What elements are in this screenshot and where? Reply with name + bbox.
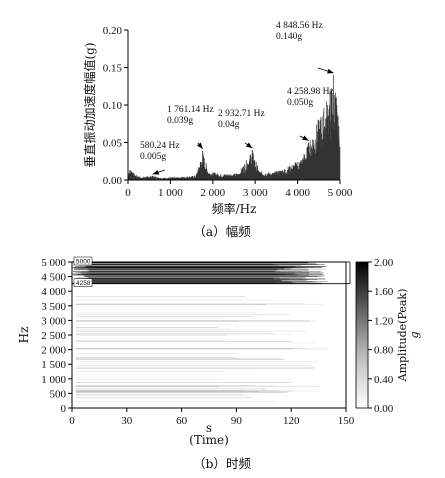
b-x-tick-label: 120 xyxy=(283,415,300,427)
a-x-tick-label: 1 000 xyxy=(158,187,183,199)
peak-amplitude-label: 0.04g xyxy=(218,120,240,130)
b-y-tick-label: 0 xyxy=(61,403,67,415)
peak-amplitude-label: 0.140g xyxy=(276,32,302,42)
colorbar-tick-label: 1.20 xyxy=(374,315,394,327)
b-x-tick-label: 60 xyxy=(176,415,188,427)
panel-b: 5000 4258 0 500 1 000 1 500 2 000 2 500 3 000 3 … xyxy=(17,256,421,471)
a-y-tick-label: 0.20 xyxy=(103,25,123,37)
a-y-tick-label: 0.15 xyxy=(103,63,123,75)
peak-arrowhead xyxy=(302,135,309,141)
b-y-axis-label: Hz xyxy=(17,327,31,344)
peak-arrowhead xyxy=(245,142,253,148)
band-label: 4258 xyxy=(76,280,91,287)
panel-a: 0.00 0.05 0.10 0.15 0.20 0 1 000 2 000 3 000 4 0… xyxy=(82,21,353,239)
b-x-tick-label: 90 xyxy=(231,415,243,427)
b-y-tick-label: 4 000 xyxy=(41,286,66,298)
band-label-box xyxy=(73,256,93,266)
colorbar-tick-label: 0.40 xyxy=(374,374,394,386)
b-x-tick-label: 150 xyxy=(338,415,355,427)
peak-arrowhead xyxy=(196,142,203,149)
colorbar-tick-label: 0.00 xyxy=(374,403,394,415)
b-y-tick-label: 3 000 xyxy=(41,315,66,327)
colorbar-label: Amplitude(Peak) xyxy=(396,289,409,383)
peak-amplitude-label: 0.039g xyxy=(167,116,193,126)
b-y-tick-label: 2 500 xyxy=(41,330,66,342)
a-x-axis-label: 频率/Hz xyxy=(212,201,257,216)
a-y-axis-label: 垂直振动加速度幅值(g) xyxy=(82,42,97,167)
peak-arrowhead xyxy=(327,68,334,74)
b-y-tick-label: 5 000 xyxy=(41,257,66,269)
a-x-tick-label: 5 000 xyxy=(328,187,353,199)
peak-arrowhead xyxy=(152,169,160,175)
a-x-tick-label: 4 000 xyxy=(285,187,310,199)
a-x-tick-label: 2 000 xyxy=(200,187,225,199)
colorbar-tick-label: 2.00 xyxy=(374,257,394,269)
band-label-box xyxy=(73,278,93,287)
b-y-tick-label: 1 500 xyxy=(41,359,66,371)
caption-b: （b）时频 xyxy=(193,456,252,471)
peak-frequency-label: 1 761.14 Hz xyxy=(167,105,214,115)
b-x-tick-label: 0 xyxy=(69,415,75,427)
peak-frequency-label: 4 258.98 Hz xyxy=(287,87,334,97)
b-x-tick-label: 30 xyxy=(121,415,133,427)
peak-amplitude-label: 0.005g xyxy=(140,152,166,162)
a-x-tick-label: 3 000 xyxy=(243,187,268,199)
b-y-tick-label: 2 000 xyxy=(41,345,66,357)
a-y-tick-label: 0.05 xyxy=(103,138,123,150)
band-markers: 5000 4258 xyxy=(72,256,351,287)
peak-frequency-label: 4 848.56 Hz xyxy=(276,21,323,31)
b-y-tick-label: 4 500 xyxy=(41,272,66,284)
peak-amplitude-label: 0.050g xyxy=(287,98,313,108)
b-x-axis-label: s xyxy=(206,421,212,435)
peak-frequency-label: 580.24 Hz xyxy=(140,141,180,151)
a-y-tick-label: 0.10 xyxy=(103,100,123,112)
colorbar xyxy=(355,261,369,409)
b-plot-frame xyxy=(71,261,347,409)
caption-a: （a）幅频 xyxy=(193,224,251,239)
b-y-tick-label: 3 500 xyxy=(41,301,66,313)
a-y-tick-label: 0.00 xyxy=(103,175,123,187)
colorbar-unit: g xyxy=(408,331,421,338)
b-y-tick-label: 500 xyxy=(50,388,67,400)
band-label: 5000 xyxy=(76,259,91,266)
colorbar-tick-label: 1.60 xyxy=(374,286,394,298)
colorbar-tick-label: 0.80 xyxy=(374,345,394,357)
a-x-tick-label: 0 xyxy=(125,187,131,199)
b-y-tick-label: 1 000 xyxy=(41,374,66,386)
b-x-axis-label-time: (Time) xyxy=(189,433,229,447)
peak-frequency-label: 2 932.71 Hz xyxy=(218,109,265,119)
spectrogram-texture xyxy=(72,261,328,402)
